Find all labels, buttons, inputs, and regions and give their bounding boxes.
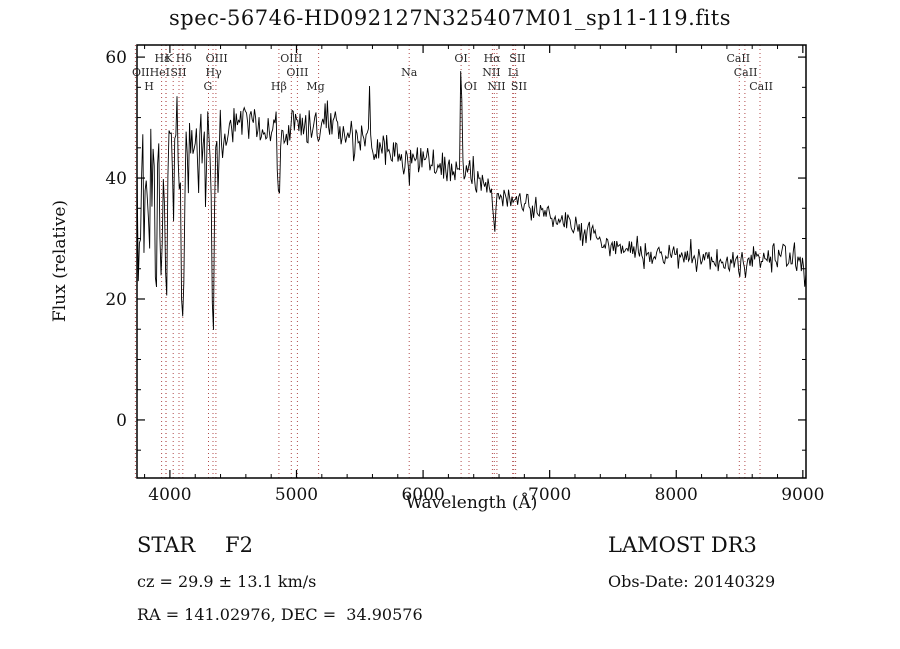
- marker-label-oiii-5007: OIII: [286, 66, 308, 79]
- marker-label-hγ-4340: Hγ: [206, 66, 223, 79]
- axes: 4000 5000 6000 7000 8000 9000 0 20 40 60: [105, 44, 824, 505]
- x-tick-label: 9000: [781, 485, 824, 505]
- marker-label-k-3934: K: [165, 52, 174, 65]
- x-tick-label: 5000: [275, 485, 318, 505]
- marker-label-g-4305: G: [204, 80, 213, 93]
- marker-label-caii-8662: CaII: [749, 80, 773, 93]
- x-tick-label: 4000: [148, 485, 191, 505]
- marker-label-oiii-4959: OIII: [280, 52, 302, 65]
- x-axis-label: Wavelength (Å): [405, 493, 538, 513]
- spectrum-trace: [136, 71, 807, 330]
- marker-label-hα-6563: Hα: [484, 52, 502, 65]
- ra-dec: RA = 141.02976, DEC = 34.90576: [137, 605, 423, 624]
- marker-label-sii-4072: SII: [170, 66, 186, 79]
- marker-label-oi-6363: OI: [464, 80, 477, 93]
- marker-label-oii-3727: OII: [132, 66, 150, 79]
- x-tick-label: 6000: [401, 485, 444, 505]
- marker-label-nii-6583: NII: [487, 80, 505, 93]
- marker-label-hβ-4861: Hβ: [271, 80, 287, 93]
- survey-release: LAMOST DR3: [608, 533, 757, 557]
- marker-label-oi-6300: OI: [454, 52, 467, 65]
- object-subclass: F2: [225, 533, 253, 557]
- y-tick-label: 60: [105, 48, 127, 68]
- marker-label-caii-8498: CaII: [726, 52, 750, 65]
- marker-label-sii-6716: SII: [509, 52, 525, 65]
- cz-value: cz = 29.9 ± 13.1 km/s: [137, 572, 317, 591]
- marker-label-h-3968: H: [144, 80, 154, 93]
- x-tick-label: 7000: [528, 485, 571, 505]
- marker-label-hei-4026: HeI: [150, 66, 170, 79]
- object-class: STAR: [137, 533, 196, 557]
- marker-label-hε-3970: Hε: [154, 52, 170, 65]
- marker-label-li-6708: Li: [508, 66, 519, 79]
- y-axis-label: Flux (relative): [50, 199, 70, 323]
- marker-label-mg-5175: Mg: [306, 80, 324, 93]
- page-title: spec-56746-HD092127N325407M01_sp11-119.f…: [169, 6, 731, 30]
- marker-label-nii-6548: NII: [482, 66, 500, 79]
- y-tick-label: 0: [116, 411, 127, 431]
- x-tick-label: 8000: [655, 485, 698, 505]
- obs-date: Obs-Date: 20140329: [608, 572, 776, 591]
- y-tick-label: 20: [105, 290, 127, 310]
- plot-box: [136, 44, 807, 479]
- marker-label-sii-6731: SII: [511, 80, 527, 93]
- marker-label-hδ-4102: Hδ: [176, 52, 193, 65]
- marker-label-caii-8542: CaII: [734, 66, 758, 79]
- marker-label-oiii-4363: OIII: [206, 52, 228, 65]
- marker-label-na-5890: Na: [401, 66, 418, 79]
- y-tick-label: 40: [105, 169, 127, 189]
- spectral-line-markers: [134, 45, 761, 478]
